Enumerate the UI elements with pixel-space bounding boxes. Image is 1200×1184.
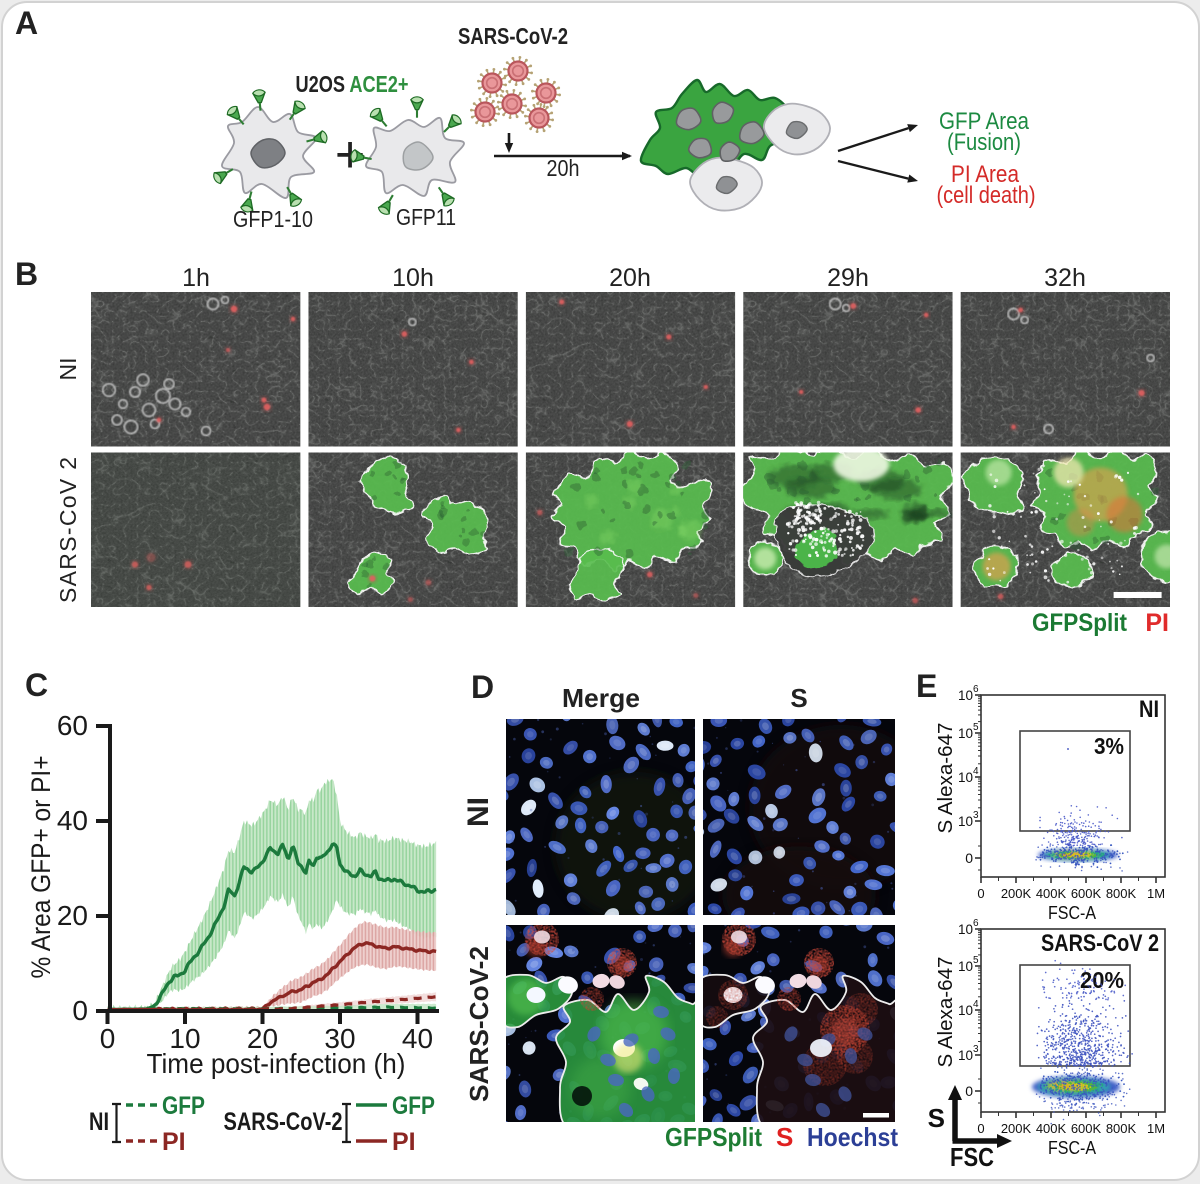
svg-text:SARS-CoV 2: SARS-CoV 2 (1041, 930, 1159, 957)
svg-text:NI: NI (1139, 696, 1159, 723)
svg-text:(cell death): (cell death) (937, 182, 1036, 209)
svg-text:1M: 1M (1147, 886, 1165, 901)
svg-text:FSC-A: FSC-A (1048, 1138, 1096, 1158)
svg-text:200K: 200K (1001, 1121, 1032, 1136)
svg-text:C: C (25, 667, 48, 703)
svg-text:10: 10 (958, 726, 973, 741)
svg-text:20: 20 (247, 1023, 278, 1054)
svg-text:60: 60 (57, 710, 88, 741)
svg-text:800K: 800K (1106, 1121, 1137, 1136)
svg-text:Hoechst: Hoechst (807, 1122, 898, 1152)
svg-text:PI: PI (1145, 609, 1169, 637)
svg-text:10: 10 (958, 1003, 973, 1018)
svg-text:40: 40 (57, 805, 88, 836)
svg-text:1h: 1h (182, 264, 210, 292)
svg-text:0: 0 (965, 850, 973, 866)
svg-text:SARS-CoV-2: SARS-CoV-2 (224, 1108, 343, 1136)
svg-text:NI: NI (89, 1108, 109, 1136)
svg-text:4: 4 (973, 999, 979, 1010)
svg-text:SARS-CoV-2: SARS-CoV-2 (458, 23, 568, 49)
svg-text:29h: 29h (827, 264, 869, 292)
svg-text:400K: 400K (1036, 1121, 1067, 1136)
svg-text:32h: 32h (1044, 264, 1086, 292)
svg-text:NI: NI (462, 797, 495, 827)
svg-text:600K: 600K (1071, 886, 1102, 901)
svg-text:10: 10 (958, 688, 973, 703)
svg-text:10: 10 (958, 959, 973, 974)
svg-text:GFPSplit: GFPSplit (665, 1122, 762, 1152)
svg-text:PI: PI (392, 1128, 416, 1156)
svg-text:GFP11: GFP11 (396, 204, 456, 230)
svg-text:200K: 200K (1001, 886, 1032, 901)
svg-text:800K: 800K (1106, 886, 1137, 901)
svg-text:20: 20 (57, 900, 88, 931)
svg-text:GFP1-10: GFP1-10 (233, 206, 313, 232)
svg-text:A: A (15, 5, 38, 41)
svg-text:600K: 600K (1071, 1121, 1102, 1136)
svg-text:S Alexa-647: S Alexa-647 (935, 723, 957, 834)
svg-text:10: 10 (958, 1048, 973, 1063)
svg-text:Merge: Merge (562, 683, 640, 713)
svg-text:30: 30 (324, 1023, 355, 1054)
svg-text:U2OS ACE2+: U2OS ACE2+ (296, 71, 409, 97)
svg-text:GFP Area: GFP Area (939, 108, 1030, 135)
svg-text:6: 6 (973, 684, 979, 695)
svg-text:0: 0 (72, 995, 88, 1026)
svg-text:4: 4 (973, 766, 979, 777)
svg-text:S: S (790, 683, 807, 713)
svg-text:SARS-CoV 2: SARS-CoV 2 (55, 457, 81, 603)
svg-text:B: B (15, 256, 38, 292)
svg-text:PI: PI (162, 1128, 186, 1156)
svg-text:FSC: FSC (950, 1142, 994, 1172)
svg-text:0: 0 (977, 1121, 984, 1136)
svg-text:% Area GFP+ or PI+: % Area GFP+ or PI+ (26, 756, 56, 979)
svg-text:1M: 1M (1147, 1121, 1165, 1136)
svg-text:5: 5 (973, 955, 979, 966)
svg-text:D: D (471, 669, 494, 705)
svg-text:E: E (916, 668, 937, 704)
svg-text:Time post-infection (h): Time post-infection (h) (147, 1048, 406, 1079)
svg-text:0: 0 (100, 1023, 116, 1054)
svg-text:NI: NI (55, 358, 81, 381)
svg-text:40: 40 (402, 1023, 433, 1054)
svg-text:(Fusion): (Fusion) (947, 129, 1021, 156)
svg-text:0: 0 (965, 1083, 973, 1099)
svg-text:3%: 3% (1094, 733, 1124, 759)
svg-text:10: 10 (958, 922, 973, 937)
svg-text:S Alexa-647: S Alexa-647 (935, 957, 957, 1068)
svg-text:SARS-CoV-2: SARS-CoV-2 (464, 946, 494, 1102)
svg-text:3: 3 (973, 810, 979, 821)
svg-text:S: S (928, 1103, 945, 1133)
svg-text:400K: 400K (1036, 886, 1067, 901)
svg-text:GFP: GFP (392, 1092, 435, 1120)
svg-text:6: 6 (973, 918, 979, 929)
svg-text:GFP: GFP (162, 1092, 205, 1120)
svg-text:PI Area: PI Area (951, 161, 1020, 188)
svg-text:0: 0 (977, 886, 984, 901)
svg-text:S: S (776, 1122, 793, 1152)
svg-text:10: 10 (958, 814, 973, 829)
svg-text:20h: 20h (547, 155, 580, 181)
svg-text:10: 10 (169, 1023, 200, 1054)
svg-text:FSC-A: FSC-A (1048, 903, 1096, 923)
svg-text:10h: 10h (392, 264, 434, 292)
svg-text:5: 5 (973, 722, 979, 733)
svg-text:20h: 20h (609, 264, 651, 292)
svg-text:GFPSplit: GFPSplit (1032, 609, 1128, 637)
svg-text:3: 3 (973, 1044, 979, 1055)
svg-text:10: 10 (958, 770, 973, 785)
